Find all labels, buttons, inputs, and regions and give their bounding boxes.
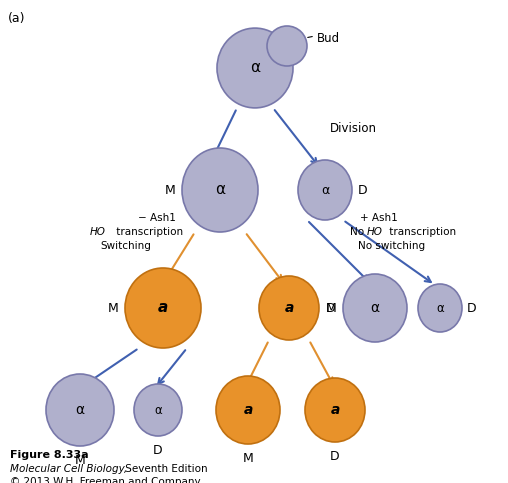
Text: + Ash1: + Ash1 <box>360 213 398 223</box>
Ellipse shape <box>134 384 182 436</box>
Text: α: α <box>436 301 444 314</box>
Text: a: a <box>158 300 168 315</box>
Text: HO: HO <box>367 227 383 237</box>
Text: M: M <box>326 301 336 314</box>
Text: Seventh Edition: Seventh Edition <box>122 464 208 474</box>
Text: M: M <box>108 301 118 314</box>
Text: Bud: Bud <box>317 31 340 44</box>
Ellipse shape <box>298 160 352 220</box>
Ellipse shape <box>418 284 462 332</box>
Text: D: D <box>358 184 368 197</box>
Text: a: a <box>243 403 252 417</box>
Ellipse shape <box>343 274 407 342</box>
Text: M: M <box>75 454 85 467</box>
Text: Figure 8.33a: Figure 8.33a <box>10 450 88 460</box>
Text: − Ash1: − Ash1 <box>138 213 176 223</box>
Text: transcription: transcription <box>386 227 456 237</box>
Text: No switching: No switching <box>358 241 425 251</box>
Ellipse shape <box>216 376 280 444</box>
Ellipse shape <box>125 268 201 348</box>
Text: M: M <box>165 184 175 197</box>
Text: © 2013 W.H. Freeman and Company: © 2013 W.H. Freeman and Company <box>10 477 201 483</box>
Text: α: α <box>250 60 260 75</box>
Text: M: M <box>243 452 253 465</box>
Ellipse shape <box>217 28 293 108</box>
Text: Switching: Switching <box>100 241 151 251</box>
Text: α: α <box>215 183 225 198</box>
Text: α: α <box>75 403 84 417</box>
Text: α: α <box>321 184 329 197</box>
Text: D: D <box>330 450 340 463</box>
Ellipse shape <box>305 378 365 442</box>
Text: (a): (a) <box>8 12 25 25</box>
Text: D: D <box>467 301 477 314</box>
Text: No: No <box>350 227 367 237</box>
Text: transcription: transcription <box>113 227 183 237</box>
Text: Molecular Cell Biology,: Molecular Cell Biology, <box>10 464 127 474</box>
Text: a: a <box>330 403 340 417</box>
Ellipse shape <box>182 148 258 232</box>
Ellipse shape <box>46 374 114 446</box>
Text: Division: Division <box>330 122 377 134</box>
Text: α: α <box>154 403 162 416</box>
Ellipse shape <box>267 26 307 66</box>
Text: D: D <box>326 301 336 314</box>
Text: α: α <box>370 301 379 315</box>
Text: D: D <box>153 443 163 456</box>
Ellipse shape <box>259 276 319 340</box>
Text: HO: HO <box>90 227 106 237</box>
Text: a: a <box>284 301 294 315</box>
